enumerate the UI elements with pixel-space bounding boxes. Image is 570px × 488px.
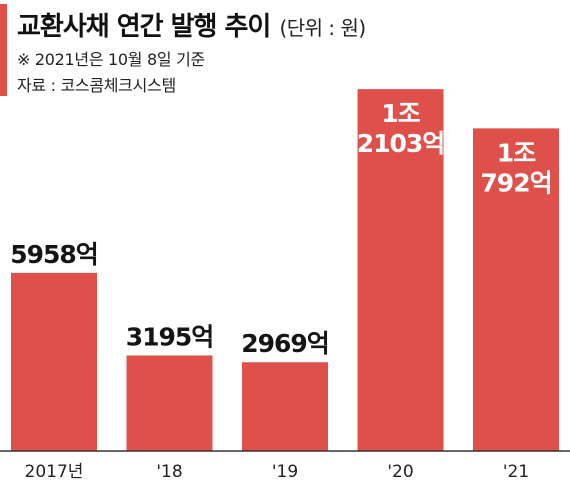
x-tick-label-3: '20 <box>387 462 413 482</box>
data-label-4: 1조 792억 <box>480 138 551 197</box>
chart-header: 교환사채 연간 발행 추이 (단위 : 원) <box>17 6 366 43</box>
bar-1 <box>126 355 213 451</box>
bar-3 <box>357 89 444 451</box>
x-tick-label-2: '19 <box>272 462 298 482</box>
x-tick-label-0: 2017년 <box>25 462 84 482</box>
x-tick-label-1: '18 <box>156 462 182 482</box>
data-label-1: 3195억 <box>126 322 214 351</box>
bar-2 <box>242 362 328 451</box>
bar-0 <box>11 272 97 451</box>
unit-label: (단위 : 원) <box>279 16 366 40</box>
data-label-0: 5958억 <box>10 240 98 269</box>
source-note: 자료 : 코스콤체크시스템 <box>17 76 176 95</box>
bar-4 <box>473 128 559 451</box>
date-note: ※ 2021년은 10월 8일 기준 <box>17 50 205 69</box>
title-accent-bar <box>0 4 7 96</box>
data-label-2: 2969억 <box>241 329 329 358</box>
chart-title: 교환사채 연간 발행 추이 <box>17 12 271 42</box>
data-label-3: 1조 2103억 <box>357 99 445 158</box>
x-tick-label-4: '21 <box>503 462 529 482</box>
